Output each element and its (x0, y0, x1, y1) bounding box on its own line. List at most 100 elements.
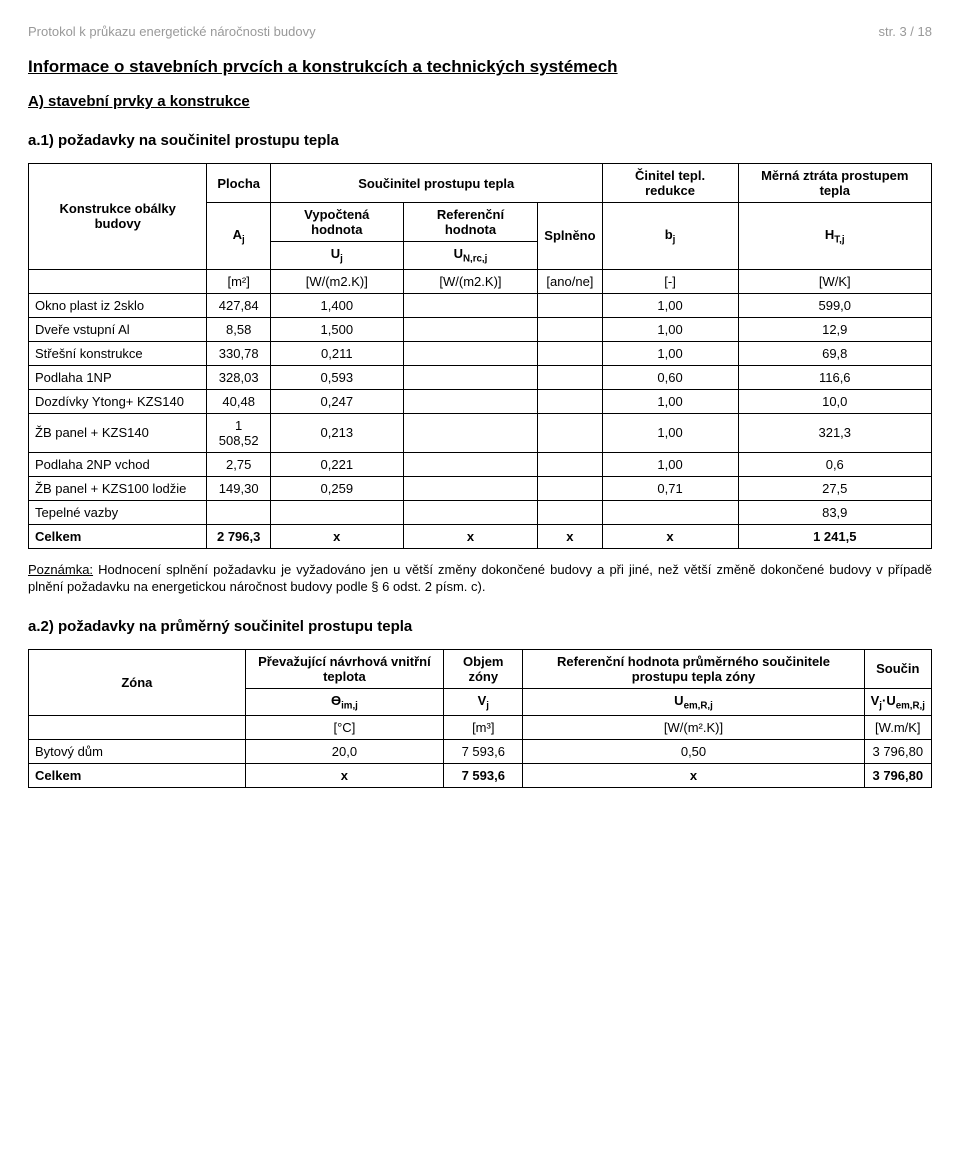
row-v: 7 593,6 (444, 740, 523, 764)
row-ref (403, 476, 538, 500)
row-h: 0,6 (738, 452, 931, 476)
table-row: Bytový dům 20,0 7 593,6 0,50 3 796,80 (29, 740, 932, 764)
unit-anone: [ano/ne] (538, 269, 602, 293)
th-unrcj: UN,rc,j (403, 242, 538, 270)
subsection-a1: a.1) požadavky na součinitel prostupu te… (28, 132, 932, 149)
th-merna: Měrná ztráta prostupem tepla (738, 164, 931, 203)
row-ref (403, 341, 538, 365)
th-aj: Aj (207, 203, 271, 270)
unit-wm2k: [W/(m2.K)] (403, 269, 538, 293)
row-u: 0,221 (270, 452, 403, 476)
total-ref: x (403, 524, 538, 548)
unit-c: [°C] (245, 716, 443, 740)
unit-wm2k: [W/(m2.K)] (270, 269, 403, 293)
row-u: 0,213 (270, 413, 403, 452)
row-h: 69,8 (738, 341, 931, 365)
table-row: ŽB panel + KZS140 1 508,52 0,213 1,00 32… (29, 413, 932, 452)
row-ref (403, 293, 538, 317)
unit-wm2k: [W/(m².K)] (523, 716, 864, 740)
unit-m3: [m³] (444, 716, 523, 740)
th-referencni: Referenční hodnota (403, 203, 538, 242)
table-units-row: [°C] [m³] [W/(m².K)] [W.m/K] (29, 716, 932, 740)
total-spl: x (538, 524, 602, 548)
row-u: 0,211 (270, 341, 403, 365)
row-u: 0,50 (523, 740, 864, 764)
row-ref (403, 452, 538, 476)
table-row: Střešní konstrukce 330,78 0,211 1,00 69,… (29, 341, 932, 365)
th-zona: Zóna (29, 649, 246, 716)
total-v: 7 593,6 (444, 764, 523, 788)
table-head-row: Konstrukce obálky budovy Plocha Součinit… (29, 164, 932, 203)
row-name: Dveře vstupní Al (29, 317, 207, 341)
row-ref (403, 389, 538, 413)
total-b: x (602, 524, 738, 548)
th-htj: HT,j (738, 203, 931, 270)
header-right: str. 3 / 18 (879, 24, 932, 39)
subsection-a: A) stavební prvky a konstrukce (28, 93, 932, 110)
table-row: Dveře vstupní Al 8,58 1,500 1,00 12,9 (29, 317, 932, 341)
total-a: 2 796,3 (207, 524, 271, 548)
note: Poznámka: Hodnocení splnění požadavku je… (28, 561, 932, 596)
row-name: ŽB panel + KZS140 (29, 413, 207, 452)
total-u: x (270, 524, 403, 548)
row-a (207, 500, 271, 524)
row-h: 599,0 (738, 293, 931, 317)
row-spl (538, 500, 602, 524)
row-u: 0,247 (270, 389, 403, 413)
unit-wk: [W/K] (738, 269, 931, 293)
row-b: 0,71 (602, 476, 738, 500)
table-row: Podlaha 1NP 328,03 0,593 0,60 116,6 (29, 365, 932, 389)
row-a: 427,84 (207, 293, 271, 317)
total-label: Celkem (29, 764, 246, 788)
row-a: 8,58 (207, 317, 271, 341)
row-b: 1,00 (602, 413, 738, 452)
row-name: Střešní konstrukce (29, 341, 207, 365)
th-objem: Objem zóny (444, 649, 523, 688)
th-bj: bj (602, 203, 738, 270)
th-plocha: Plocha (207, 164, 271, 203)
table-a1: Konstrukce obálky budovy Plocha Součinit… (28, 163, 932, 549)
total-s: 3 796,80 (864, 764, 931, 788)
row-a: 40,48 (207, 389, 271, 413)
row-a: 2,75 (207, 452, 271, 476)
th-thetaimj: ϴim,j (245, 688, 443, 716)
table-total-row: Celkem x 7 593,6 x 3 796,80 (29, 764, 932, 788)
row-b (602, 500, 738, 524)
total-label: Celkem (29, 524, 207, 548)
row-h: 27,5 (738, 476, 931, 500)
th-vypoctena: Vypočtená hodnota (270, 203, 403, 242)
note-text: Hodnocení splnění požadavku je vyžadován… (28, 562, 932, 595)
page-header: Protokol k průkazu energetické náročnost… (28, 24, 932, 39)
row-spl (538, 413, 602, 452)
row-a: 1 508,52 (207, 413, 271, 452)
th-soucin: Součin (864, 649, 931, 688)
row-a: 328,03 (207, 365, 271, 389)
row-spl (538, 317, 602, 341)
row-ref (403, 365, 538, 389)
table-units-row: [m²] [W/(m2.K)] [W/(m2.K)] [ano/ne] [-] … (29, 269, 932, 293)
note-label: Poznámka: (28, 562, 93, 577)
row-spl (538, 341, 602, 365)
th-vj: Vj (444, 688, 523, 716)
th-splneno: Splněno (538, 203, 602, 270)
table-row: ŽB panel + KZS100 lodžie 149,30 0,259 0,… (29, 476, 932, 500)
total-t: x (245, 764, 443, 788)
row-h: 10,0 (738, 389, 931, 413)
table-row: Dozdívky Ytong+ KZS140 40,48 0,247 1,00 … (29, 389, 932, 413)
subsection-a2: a.2) požadavky na průměrný součinitel pr… (28, 618, 932, 635)
section-title: Informace o stavebních prvcích a konstru… (28, 57, 932, 77)
row-spl (538, 452, 602, 476)
unit-dash: [-] (602, 269, 738, 293)
row-h: 321,3 (738, 413, 931, 452)
th-referencni: Referenční hodnota průměrného součinitel… (523, 649, 864, 688)
th-prevazujici: Převažující návrhová vnitřní teplota (245, 649, 443, 688)
th-konstrukce: Konstrukce obálky budovy (29, 164, 207, 270)
row-name: Dozdívky Ytong+ KZS140 (29, 389, 207, 413)
row-u: 0,259 (270, 476, 403, 500)
row-u: 0,593 (270, 365, 403, 389)
row-u (270, 500, 403, 524)
row-b: 1,00 (602, 293, 738, 317)
table-row: Okno plast iz 2sklo 427,84 1,400 1,00 59… (29, 293, 932, 317)
unit-wmk: [W.m/K] (864, 716, 931, 740)
row-u: 1,400 (270, 293, 403, 317)
